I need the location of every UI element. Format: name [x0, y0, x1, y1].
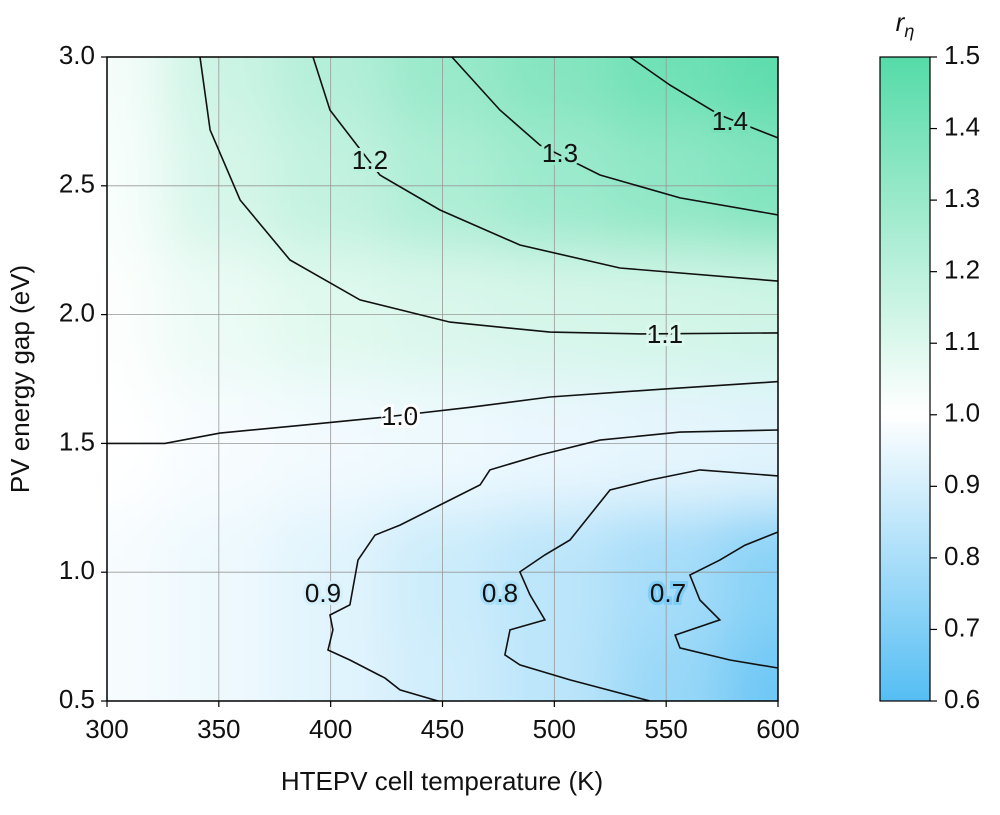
y-tick-label: 1.5: [59, 426, 95, 456]
contour-label: 1.0: [382, 401, 418, 431]
colorbar-tick-label: 0.8: [944, 541, 980, 571]
x-tick-label: 450: [421, 714, 464, 744]
y-axis-title: PV energy gap (eV): [5, 265, 35, 493]
colorbar-tick-label: 1.2: [944, 255, 980, 285]
contour-label: 1.4: [712, 106, 748, 136]
contour-label: 1.3: [542, 138, 578, 168]
y-tick-label: 2.5: [59, 169, 95, 199]
contour-line: [312, 57, 778, 282]
colorbar-tick-label: 1.5: [944, 40, 980, 70]
y-tick-label: 3.0: [59, 40, 95, 70]
colorbar-tick-label: 1.3: [944, 183, 980, 213]
contour-line: [674, 531, 778, 669]
y-tick-label: 1.0: [59, 555, 95, 585]
x-tick-label: 350: [197, 714, 240, 744]
x-axis-title: HTEPV cell temperature (K): [281, 766, 603, 796]
contour-line: [504, 469, 778, 701]
colorbar-tick-label: 0.6: [944, 684, 980, 714]
colorbar-tick-label: 1.4: [944, 111, 980, 141]
field-cell: [107, 636, 164, 701]
contour-label: 0.8: [482, 578, 518, 608]
y-tick-label: 2.0: [59, 297, 95, 327]
contour-line: [107, 380, 778, 445]
field-cell: [722, 57, 778, 122]
colorbar-title-sub: η: [904, 21, 914, 41]
y-tick-label: 0.5: [59, 684, 95, 714]
field-cell: [107, 57, 164, 122]
x-tick-label: 600: [756, 714, 799, 744]
colorbar-tick-label: 0.9: [944, 469, 980, 499]
contour-line: [451, 57, 778, 216]
colorbar-tick-label: 0.7: [944, 612, 980, 642]
colorbar: [879, 56, 931, 702]
contour-label: 1.1: [647, 319, 683, 349]
colorbar-title: rη: [896, 7, 915, 41]
field-cell: [722, 636, 778, 701]
x-tick-label: 400: [309, 714, 352, 744]
x-tick-label: 550: [644, 714, 687, 744]
colorbar-tick-label: 1.0: [944, 398, 980, 428]
x-tick-label: 500: [533, 714, 576, 744]
contour-line: [199, 57, 778, 335]
contour-label: 0.9: [305, 578, 341, 608]
x-tick-label: 300: [85, 714, 128, 744]
contour-line: [327, 429, 778, 701]
colorbar-title-main: r: [896, 7, 906, 37]
colorbar-tick-label: 1.1: [944, 326, 980, 356]
contours: [107, 57, 778, 701]
contour-label: 0.7: [650, 578, 686, 608]
contour-labels: 1.0 1.1 1.2 1.3 1.4 0.9 0.8 0.7: [302, 103, 751, 611]
contour-label: 1.2: [352, 145, 388, 175]
contour-line: [629, 57, 778, 139]
